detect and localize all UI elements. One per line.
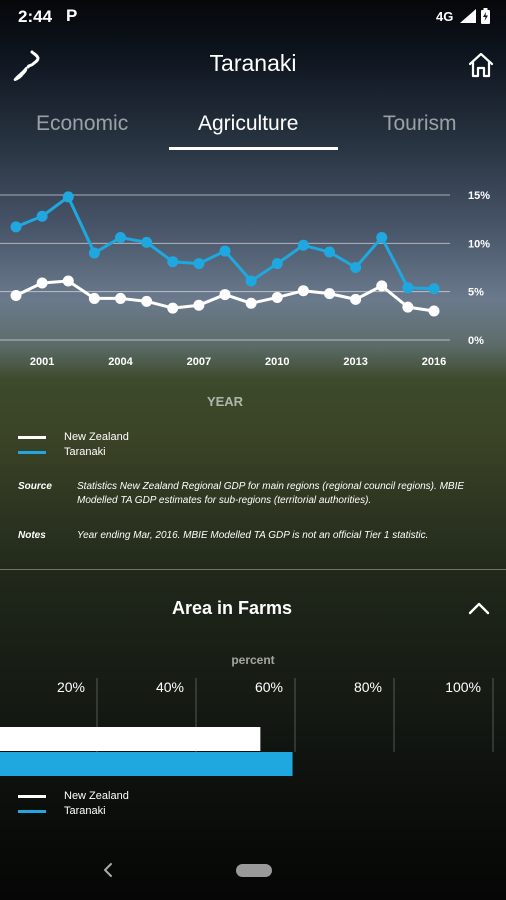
data-point [36,210,48,222]
x-tick-label: 2007 [187,356,211,368]
nz-map-icon[interactable] [12,50,42,82]
legend-label: New Zealand [64,431,129,443]
legend-swatch-new-zealand [18,435,46,439]
data-point [88,247,100,259]
data-point [10,290,22,302]
data-point [350,262,362,273]
data-point [428,305,440,317]
tab-agriculture[interactable]: Agriculture [198,112,299,135]
data-point [62,191,74,203]
data-point [167,256,179,268]
data-point [115,292,126,304]
source-text: Statistics New Zealand Regional GDP for … [77,481,465,506]
bar-axis-unit: percent [231,653,275,667]
active-tab-indicator [169,147,338,150]
data-point [62,275,74,287]
battery-icon [481,8,490,24]
data-point [219,245,231,257]
data-point [428,283,440,295]
data-point [350,293,362,305]
x-tick-label: 20% [57,679,85,695]
data-point [10,221,22,233]
data-point [36,277,48,289]
data-point [245,275,257,287]
legend-item-new-zealand: New Zealand [18,431,129,443]
x-tick-label: 2013 [343,356,367,368]
data-point [402,301,414,313]
home-icon[interactable] [467,52,495,78]
chevron-up-icon[interactable] [467,598,491,618]
x-tick-label: 40% [156,679,184,695]
signal-icon [460,9,476,23]
x-axis-title: YEAR [206,394,244,409]
x-tick-label: 2004 [108,356,133,368]
parking-app-indicator: P [66,6,78,25]
data-point [88,292,100,304]
y-tick-label: 15% [468,190,490,202]
data-point [402,282,414,294]
y-tick-label: 10% [468,238,490,250]
area-in-farms-bar-chart: 20% 40% 60% 80% 100% [0,678,494,776]
legend-item-taranaki: Taranaki [18,446,106,458]
data-point [115,232,126,244]
data-point [193,299,205,311]
nav-back-icon[interactable] [100,860,116,880]
section-title: Area in Farms [171,598,293,618]
x-tick-label: 2001 [30,356,54,368]
data-point [141,236,153,248]
bar-taranaki [0,752,293,776]
section-divider [0,569,506,570]
data-point [193,258,205,270]
network-type: 4G [436,9,454,24]
data-point [376,232,388,244]
x-tick-label: 2016 [422,356,446,368]
tab-economic[interactable]: Economic [36,112,129,135]
notes-text: Year ending Mar, 2016. MBIE Modelled TA … [77,530,429,541]
data-point [297,285,309,297]
data-point [324,246,335,258]
nav-home-pill[interactable] [236,864,272,877]
bar-new-zealand [0,727,261,751]
data-point [271,291,283,303]
legend-swatch-taranaki [18,450,46,454]
source-label: Source [18,481,52,492]
legend-item-new-zealand: New Zealand [18,790,129,802]
x-tick-label: 100% [445,679,481,695]
data-point [219,289,231,301]
legend-swatch-taranaki [18,809,46,813]
page-title: Taranaki [209,50,297,76]
data-point [324,288,335,300]
x-tick-label: 60% [255,679,283,695]
data-point [245,297,257,309]
gdp-growth-line-chart: 15% 10% 5% 0% 2001 2004 2007 2010 2013 2016 [0,190,490,368]
status-time: 2:44 [18,7,53,26]
legend-item-taranaki: Taranaki [18,805,106,817]
tab-tourism[interactable]: Tourism [383,112,457,135]
x-tick-label: 80% [354,679,382,695]
x-tick-label: 2010 [265,356,289,368]
y-tick-label: 5% [468,287,484,299]
data-point [297,239,309,251]
legend-label: New Zealand [64,790,129,802]
data-point [271,258,283,270]
data-point [167,302,179,314]
legend-label: Taranaki [64,446,106,458]
data-point [141,295,153,307]
legend-swatch-new-zealand [18,794,46,798]
y-tick-label: 0% [468,335,484,347]
notes-label: Notes [18,530,46,541]
legend-label: Taranaki [64,805,106,817]
data-point [376,280,388,292]
